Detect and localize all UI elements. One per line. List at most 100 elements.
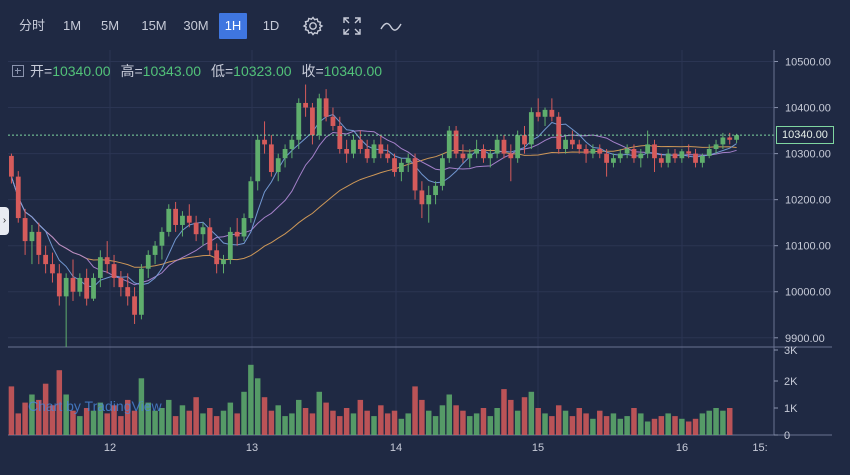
candle-body	[440, 158, 445, 186]
candle-body	[193, 222, 199, 235]
volume-bar	[56, 370, 63, 435]
volume-bar	[350, 413, 357, 435]
candle-body	[658, 158, 664, 163]
volume-bar	[432, 416, 439, 435]
volume-bar	[70, 410, 76, 435]
candle-body	[323, 98, 329, 117]
candle-body	[563, 139, 568, 149]
candle-body	[727, 137, 733, 140]
volume-bar	[166, 399, 172, 435]
candle-body	[583, 149, 589, 154]
expand-plus-icon[interactable]	[12, 65, 24, 77]
volume-bar	[268, 410, 275, 435]
interval-15m[interactable]: 15M	[141, 18, 167, 33]
price-tick-label: 10000.00	[785, 287, 831, 299]
volume-bar	[145, 402, 151, 435]
candle-body	[556, 116, 562, 149]
volume-bar	[425, 410, 432, 435]
candle-body	[139, 268, 144, 315]
volume-bar	[357, 399, 364, 435]
volume-bar	[665, 413, 671, 435]
candle-body	[84, 277, 90, 299]
volume-bar	[706, 410, 712, 435]
volume-bar	[439, 405, 446, 435]
volume-bar	[727, 408, 733, 435]
candle-body	[569, 139, 575, 145]
candle-body	[255, 139, 261, 182]
candle-body	[166, 208, 172, 232]
volume-bar	[282, 416, 288, 435]
volume-bar	[97, 402, 104, 435]
volume-bar	[234, 413, 240, 435]
candle-body	[173, 208, 179, 225]
volume-bar	[343, 408, 350, 435]
volume-bar	[77, 416, 83, 435]
candle-body	[693, 153, 698, 163]
price-tick-label: 10400.00	[785, 103, 831, 115]
interval-1h[interactable]: 1H	[219, 13, 247, 39]
candle-body	[713, 144, 719, 149]
interval-1m[interactable]: 1M	[62, 18, 82, 33]
high-value: 10343.00	[142, 63, 202, 79]
sidebar-toggle-handle[interactable]: ›	[0, 207, 9, 235]
volume-bar	[248, 364, 254, 435]
gear-icon[interactable]	[300, 13, 326, 39]
volume-bar	[330, 410, 336, 435]
candle-body	[631, 149, 637, 159]
candle-body	[542, 109, 548, 117]
volume-bar	[22, 402, 28, 435]
candle-body	[453, 130, 459, 154]
price-chart[interactable]: 10500.00 10400.00 10300.00 10200.00 10100.00…	[0, 50, 850, 475]
volume-bar	[555, 405, 562, 435]
candle-body	[50, 264, 55, 274]
close-label: 收=	[301, 63, 324, 79]
candle-body	[221, 259, 226, 265]
candle-body	[214, 250, 220, 265]
volume-bar	[49, 405, 56, 435]
volume-bar	[15, 413, 21, 435]
fullscreen-icon[interactable]	[339, 13, 365, 39]
candle-body	[97, 257, 103, 278]
price-tick-label: 10500.00	[785, 57, 831, 69]
volume-bar	[337, 416, 343, 435]
volume-bar	[261, 397, 268, 435]
volume-bar	[617, 418, 624, 435]
interval-5m[interactable]: 5M	[100, 18, 120, 33]
interval-30m[interactable]: 30M	[183, 18, 209, 33]
volume-bar	[309, 413, 316, 435]
candle-body	[515, 135, 521, 159]
candle-body	[474, 149, 480, 154]
volume-bar	[460, 410, 466, 435]
close-value: 10340.00	[323, 63, 383, 79]
volume-bar	[651, 418, 658, 435]
volume-bar	[569, 416, 576, 435]
volume-bar	[296, 399, 302, 435]
candle-body	[36, 231, 42, 255]
candle-body	[316, 98, 322, 136]
candle-body	[241, 218, 247, 237]
chart-area[interactable]: 10500.00 10400.00 10300.00 10200.00 10100.00…	[0, 50, 850, 475]
candle-body	[303, 102, 308, 108]
volume-bar	[213, 416, 220, 435]
chart-style-icon[interactable]	[378, 13, 404, 39]
volume-bar	[679, 418, 685, 435]
candle-body	[467, 153, 473, 159]
interval-1d[interactable]: 1D	[262, 18, 280, 33]
volume-bar	[254, 378, 261, 435]
volume-bar	[29, 394, 35, 435]
volume-tick-label: 3K	[784, 345, 798, 357]
candle-body	[604, 153, 609, 163]
volume-bar	[104, 413, 110, 435]
candle-body	[56, 273, 62, 297]
candle-body	[665, 153, 671, 163]
candle-body	[686, 151, 692, 154]
toolbar: 分时 1M 5M 15M 30M 1H 1D	[0, 0, 850, 50]
ohlc-legend: 开=10340.00 高=10343.00 低=10323.00 收=10340…	[12, 61, 382, 81]
volume-bar	[323, 402, 329, 435]
volume-bar	[419, 399, 425, 435]
candle-body	[111, 264, 117, 278]
volume-bar	[412, 386, 418, 435]
volume-bar	[398, 418, 405, 435]
interval-timeline[interactable]: 分时	[18, 18, 45, 33]
candle-body	[310, 107, 315, 136]
